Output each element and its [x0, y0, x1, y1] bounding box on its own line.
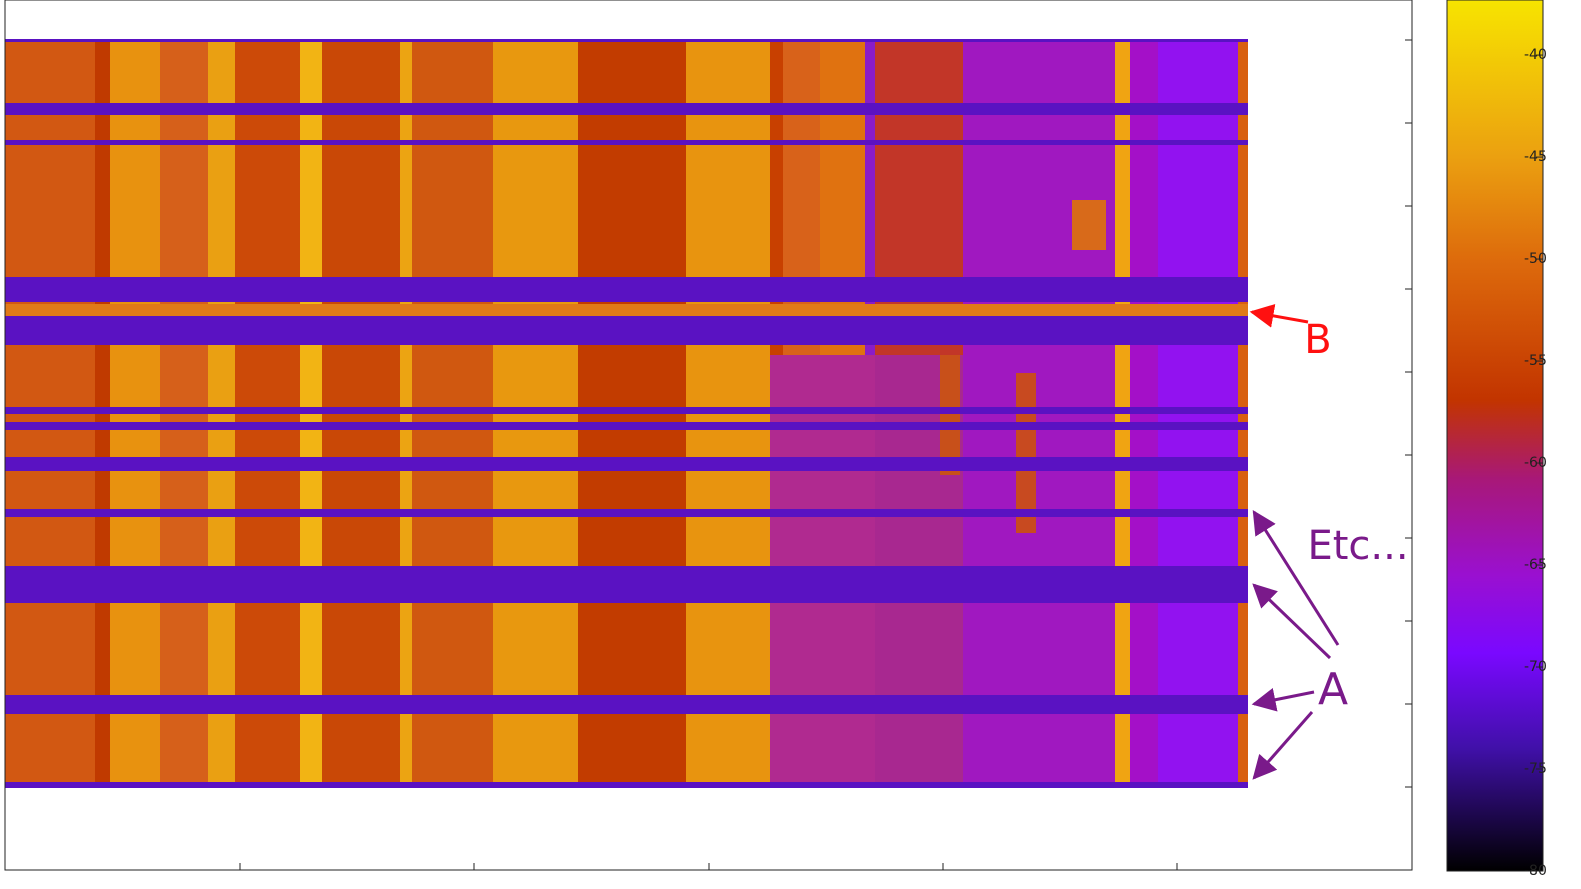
colorbar-tick-label: -75	[1524, 761, 1547, 777]
colorbar-tick-label: -50	[1524, 251, 1547, 267]
axis-ticks	[239, 39, 1412, 870]
arrow	[1251, 687, 1315, 712]
arrow	[1249, 303, 1309, 328]
heat-region	[940, 355, 960, 475]
arrow	[1252, 509, 1340, 646]
annotations: B Etc... A	[1249, 303, 1409, 780]
heatmap	[5, 39, 1248, 788]
colorbar-tick-label: -55	[1524, 353, 1547, 369]
heat-row	[5, 140, 1248, 145]
colorbar-tick-label: -80	[1524, 863, 1547, 879]
heat-row	[5, 277, 1248, 302]
colorbar-tick-label: -70	[1524, 659, 1547, 675]
arrow	[1252, 583, 1332, 660]
heat-row	[5, 457, 1248, 471]
heat-row	[5, 316, 1248, 345]
colorbar	[1446, 0, 1544, 872]
heat-border	[5, 39, 1248, 42]
colorbar-tick-label: -65	[1524, 557, 1547, 573]
annotation: B	[1304, 317, 1331, 363]
heat-row	[5, 695, 1248, 714]
heat-row	[5, 407, 1248, 414]
colorbar-tick-label: -40	[1524, 47, 1547, 63]
heat-row	[5, 103, 1248, 115]
heat-row	[5, 304, 1248, 316]
annotation: A	[1318, 664, 1348, 715]
heat-row	[5, 422, 1248, 430]
heat-row	[5, 782, 1248, 788]
annotation: Etc...	[1307, 523, 1408, 569]
colorbar-tick-label: -60	[1524, 455, 1547, 471]
heat-row	[5, 509, 1248, 517]
colorbar-tick-label: -45	[1524, 149, 1547, 165]
heat-row	[5, 566, 1248, 603]
arrow	[1252, 711, 1314, 780]
heat-region	[1072, 200, 1106, 250]
